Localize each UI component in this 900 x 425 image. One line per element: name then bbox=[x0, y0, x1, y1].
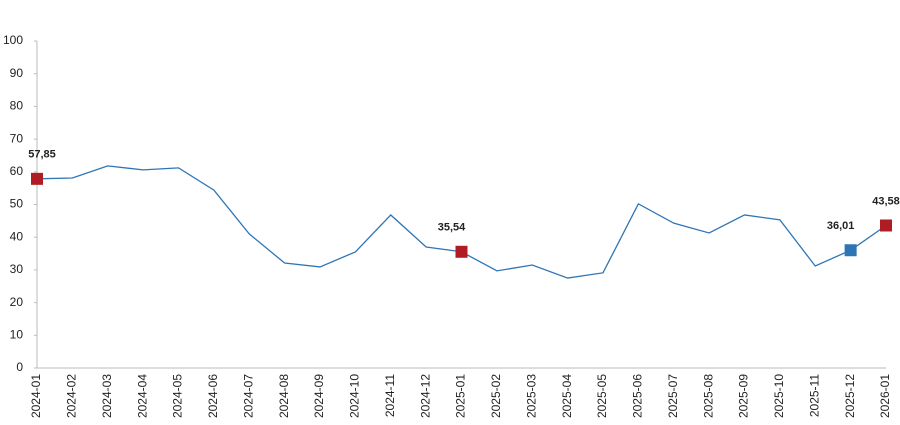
y-tick-label: 60 bbox=[10, 164, 24, 178]
marker bbox=[31, 172, 43, 185]
x-tick-label: 2026-01 bbox=[878, 374, 892, 418]
y-tick-label: 50 bbox=[10, 197, 24, 211]
y-tick-label: 90 bbox=[10, 66, 24, 80]
y-tick-label: 40 bbox=[10, 229, 24, 243]
x-tick-label: 2024-05 bbox=[171, 374, 185, 418]
x-tick-label: 2024-09 bbox=[312, 374, 326, 418]
data-label: 35,54 bbox=[438, 222, 466, 234]
x-tick-label: 2024-08 bbox=[277, 374, 291, 418]
y-tick-label: 20 bbox=[10, 295, 24, 309]
data-label: 43,58 bbox=[872, 195, 900, 207]
data-label: 57,85 bbox=[28, 149, 56, 161]
x-tick-label: 2024-01 bbox=[29, 374, 43, 418]
x-tick-label: 2025-02 bbox=[489, 374, 503, 418]
x-tick-label: 2024-02 bbox=[65, 374, 79, 418]
x-tick-label: 2025-07 bbox=[666, 374, 680, 418]
x-tick-label: 2025-09 bbox=[737, 374, 751, 418]
y-tick-label: 80 bbox=[10, 99, 24, 113]
marker bbox=[455, 245, 468, 258]
x-tick-label: 2025-06 bbox=[631, 374, 645, 418]
y-tick-label: 30 bbox=[10, 262, 24, 276]
x-tick-label: 2025-12 bbox=[843, 374, 857, 418]
y-tick-label: 10 bbox=[10, 327, 24, 341]
marker bbox=[844, 244, 857, 257]
x-tick-label: 2025-10 bbox=[772, 374, 786, 418]
x-tick-label: 2025-11 bbox=[807, 374, 821, 417]
x-tick-label: 2024-07 bbox=[241, 374, 255, 418]
y-tick-label: 70 bbox=[10, 131, 24, 145]
x-tick-label: 2025-01 bbox=[454, 374, 468, 418]
data-label: 36,01 bbox=[827, 220, 855, 232]
x-tick-label: 2024-06 bbox=[206, 374, 220, 418]
y-tick-label: 100 bbox=[3, 33, 23, 47]
marker bbox=[880, 219, 892, 232]
x-tick-label: 2025-05 bbox=[595, 374, 609, 418]
x-tick-label: 2024-03 bbox=[100, 374, 114, 418]
x-tick-label: 2025-04 bbox=[560, 374, 574, 418]
x-tick-label: 2025-08 bbox=[701, 374, 715, 418]
x-tick-label: 2024-10 bbox=[348, 374, 362, 418]
x-tick-label: 2024-11 bbox=[383, 374, 397, 417]
y-tick-label: 0 bbox=[16, 360, 23, 374]
x-tick-label: 2024-04 bbox=[135, 374, 149, 418]
x-tick-label: 2025-03 bbox=[524, 374, 538, 418]
x-tick-label: 2024-12 bbox=[418, 374, 432, 418]
